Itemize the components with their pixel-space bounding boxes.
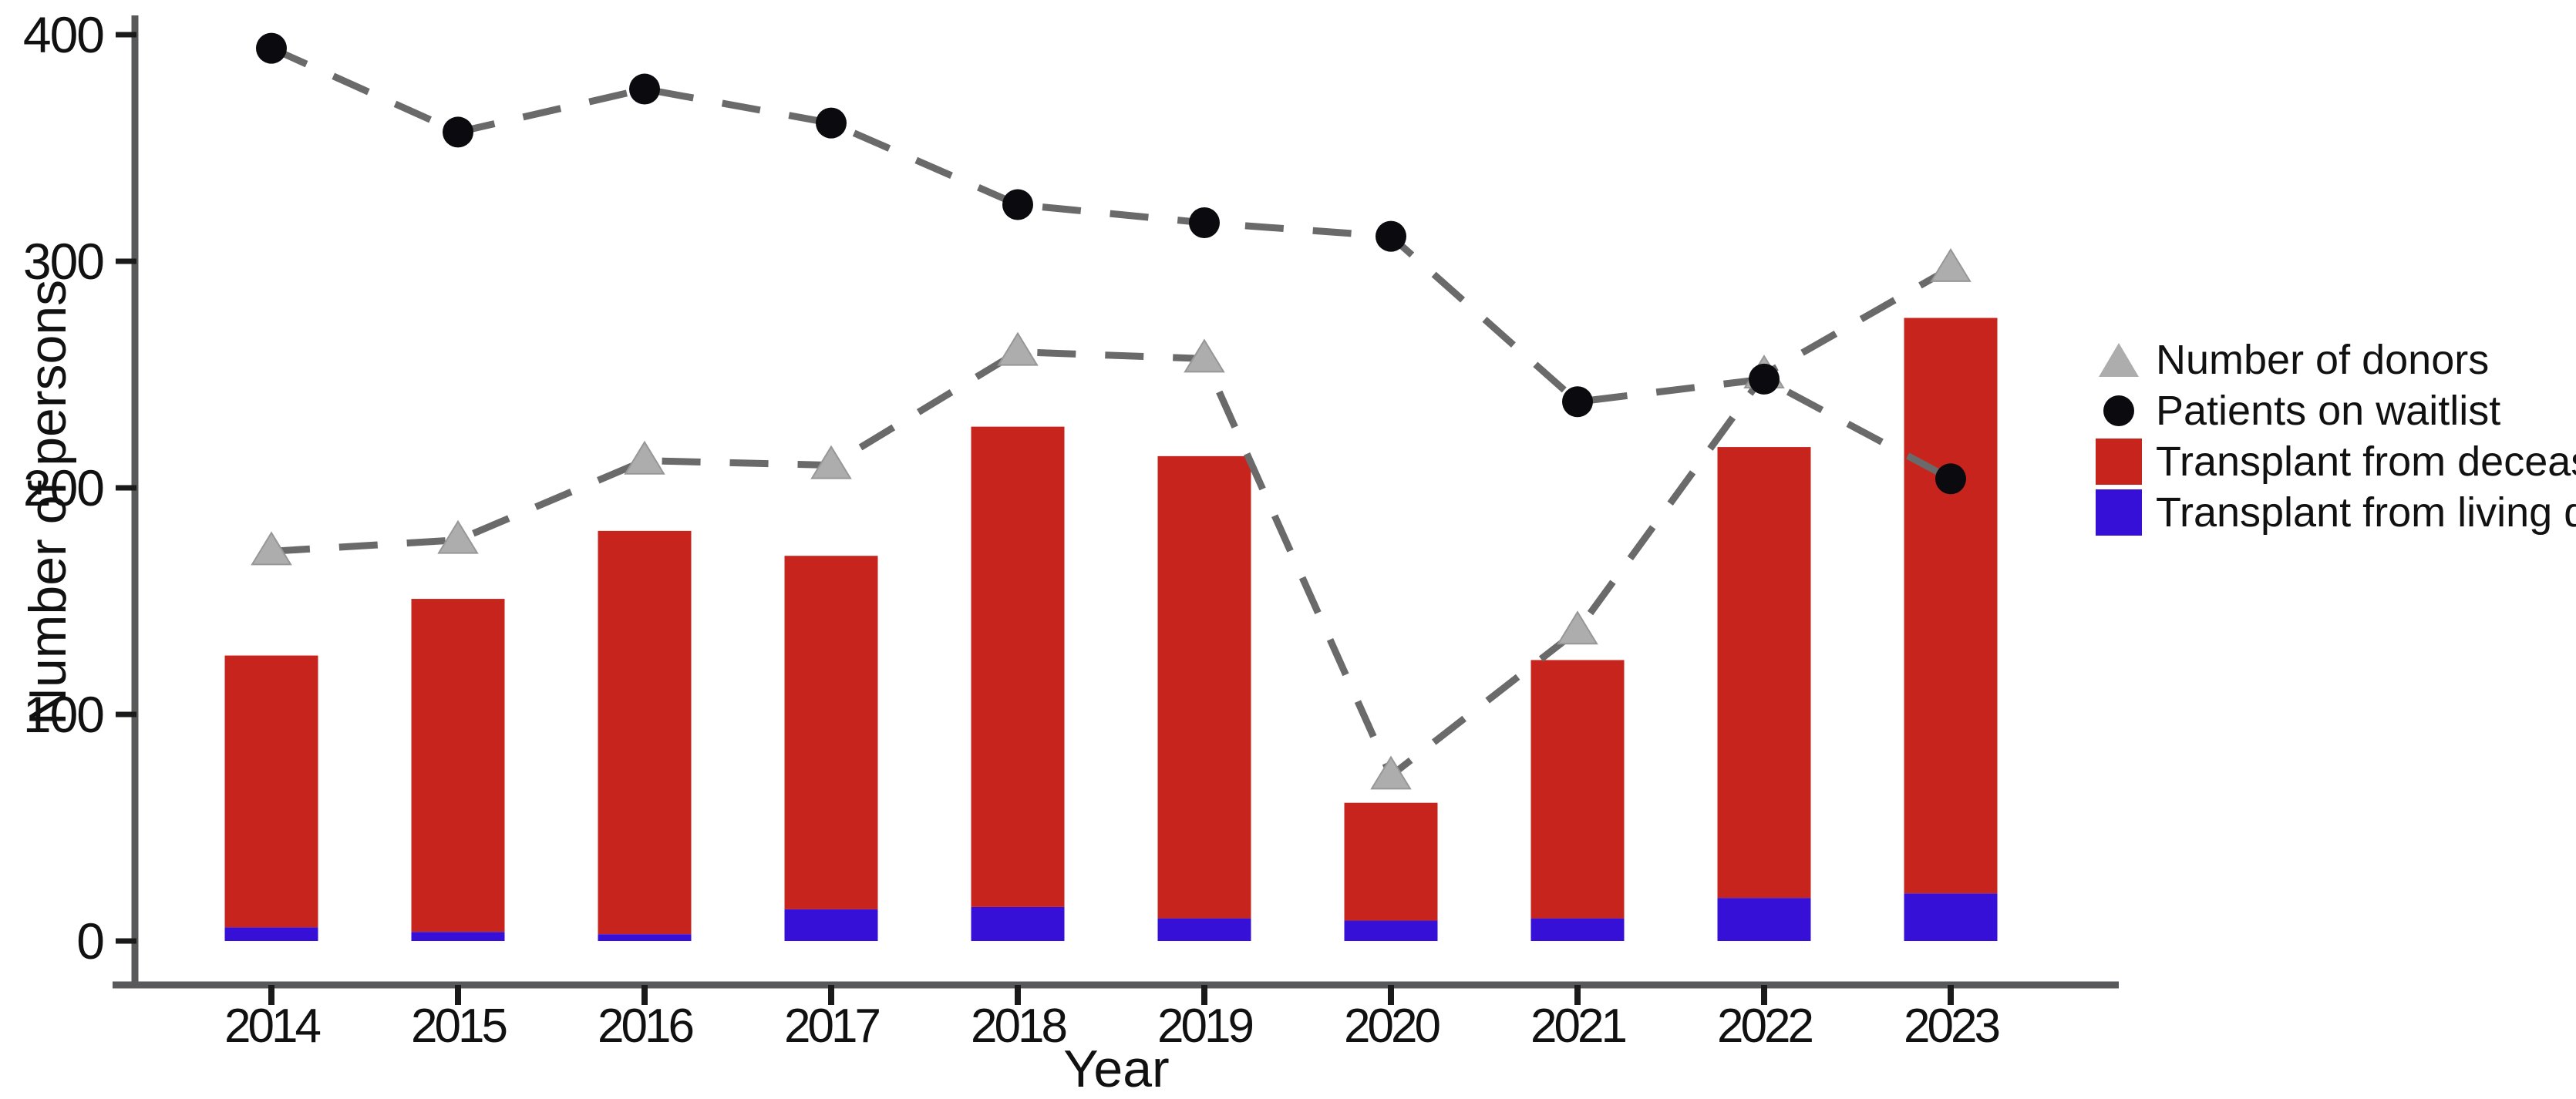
circle-marker-icon (2103, 395, 2134, 426)
bar-living-2016 (598, 934, 692, 941)
waitlist-marker-2014 (256, 32, 287, 64)
x-tick-label-2023: 2023 (1904, 1000, 1999, 1053)
bar-living-2023 (1904, 893, 1998, 941)
legend-label: Patients on waitlist (2156, 388, 2501, 434)
legend: Number of donors Patients on waitlist Tr… (2082, 334, 2576, 538)
x-tick-label-2016: 2016 (598, 1000, 692, 1053)
legend-item-waitlist: Patients on waitlist (2082, 385, 2576, 436)
legend-swatch-box (2082, 489, 2156, 536)
bar-deceased-2023 (1904, 318, 1998, 894)
bar-deceased-2020 (1344, 802, 1438, 921)
bar-living-2019 (1157, 918, 1251, 941)
bar-living-2017 (784, 909, 878, 941)
x-tick-label-2015: 2015 (411, 1000, 506, 1053)
y-tick-label-300: 300 (23, 233, 103, 290)
y-tick-label-200: 200 (23, 459, 103, 516)
bar-deceased-2019 (1157, 455, 1251, 919)
legend-swatch-box (2082, 439, 2156, 485)
x-axis-title: Year (1063, 1040, 1170, 1098)
y-tick-label-400: 400 (23, 6, 103, 63)
waitlist-marker-2017 (816, 107, 847, 139)
bar-living-2018 (971, 906, 1065, 941)
waitlist-marker-2022 (1749, 363, 1780, 395)
bar-living-2015 (411, 932, 505, 941)
waitlist-marker-2015 (443, 116, 473, 148)
donors-marker-2016 (624, 440, 665, 475)
donors-line (271, 264, 1953, 781)
legend-item-living-donor-tx: Transplant from living donors (2082, 487, 2576, 538)
legend-swatch-box (2082, 395, 2156, 426)
bar-deceased-2015 (411, 599, 505, 933)
bar-deceased-2022 (1717, 447, 1811, 899)
x-tick-label-2014: 2014 (224, 1000, 320, 1053)
bar-deceased-2016 (598, 530, 692, 935)
x-tick-label-2017: 2017 (784, 1000, 879, 1053)
bar-deceased-2021 (1530, 660, 1625, 919)
y-tick-label-100: 100 (23, 686, 103, 743)
donors-marker-2023 (1930, 247, 1972, 282)
triangle-marker-icon (2099, 343, 2139, 377)
legend-label: Number of donors (2156, 337, 2490, 383)
x-tick-label-2020: 2020 (1344, 1000, 1440, 1053)
legend-item-deceased-donor-tx: Transplant from deceased donors (2082, 436, 2576, 487)
bar-deceased-2018 (971, 426, 1065, 907)
donors-marker-2017 (810, 445, 852, 479)
legend-label: Transplant from deceased donors (2156, 439, 2576, 485)
x-tick-label-2021: 2021 (1530, 1000, 1625, 1053)
donors-marker-2020 (1370, 755, 1412, 790)
donors-marker-2018 (997, 331, 1039, 366)
blue-square-swatch-icon (2096, 489, 2142, 536)
y-tick-label-0: 0 (76, 912, 103, 970)
bar-living-2014 (224, 927, 318, 941)
donors-marker-2014 (251, 531, 292, 566)
waitlist-marker-2020 (1376, 220, 1406, 252)
legend-label: Transplant from living donors (2156, 489, 2576, 536)
x-tick-label-2018: 2018 (971, 1000, 1066, 1053)
donors-marker-2019 (1184, 338, 1225, 373)
bar-deceased-2017 (784, 556, 878, 909)
bar-living-2021 (1530, 918, 1625, 941)
bar-living-2020 (1344, 920, 1438, 941)
waitlist-marker-2021 (1562, 386, 1593, 418)
bar-deceased-2014 (224, 655, 318, 928)
donors-marker-2015 (437, 519, 479, 554)
x-tick-label-2019: 2019 (1157, 1000, 1252, 1053)
legend-item-donors: Number of donors (2082, 334, 2576, 385)
legend-swatch-box (2082, 343, 2156, 377)
y-axis-title: Number of persons (19, 279, 77, 726)
waitlist-marker-2023 (1935, 463, 1966, 495)
x-tick-label-2022: 2022 (1717, 1000, 1812, 1053)
waitlist-marker-2016 (629, 73, 660, 105)
waitlist-marker-2019 (1189, 207, 1220, 239)
red-square-swatch-icon (2096, 439, 2142, 485)
waitlist-line (270, 45, 1953, 482)
bar-living-2022 (1717, 898, 1811, 941)
waitlist-marker-2018 (1002, 189, 1033, 220)
donors-marker-2021 (1557, 610, 1598, 645)
